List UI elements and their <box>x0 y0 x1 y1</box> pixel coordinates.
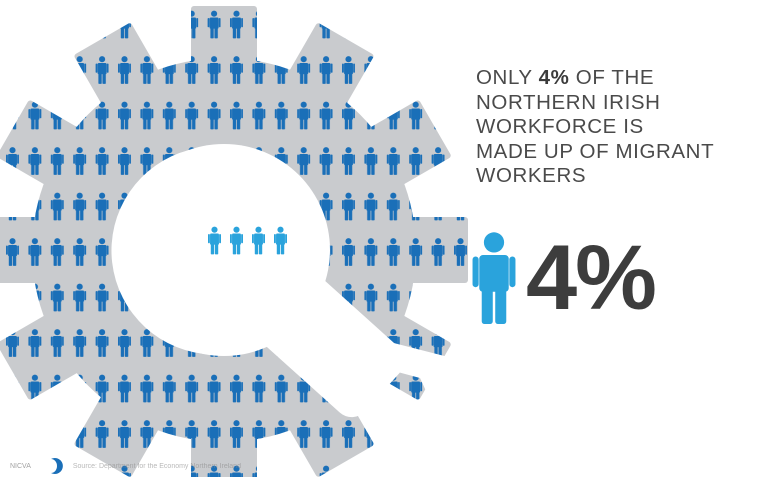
stat-block: 4% <box>472 227 657 329</box>
headline-highlight: 4% <box>538 66 570 89</box>
source-note: Source: Department for the Economy North… <box>72 462 241 470</box>
headline: ONLY 4% OF THE NORTHERN IRISH WORKFORCE … <box>476 66 756 189</box>
wrench-icon <box>111 150 478 430</box>
headline-line-2: NORTHERN IRISH <box>476 90 661 114</box>
footer: NICVA Source: Department for the Economy… <box>10 458 241 474</box>
person-icon <box>472 232 516 324</box>
crescent-logo-icon <box>50 458 63 474</box>
stat-value: 4% <box>526 227 657 329</box>
headline-line-1: ONLY 4% OF THE <box>476 66 655 89</box>
headline-line-4: MADE UP OF MIGRANT <box>476 139 715 163</box>
headline-line-5: WORKERS <box>476 164 587 187</box>
logo-text: NICVA <box>10 462 31 470</box>
headline-line-3: WORKFORCE IS <box>476 115 644 138</box>
